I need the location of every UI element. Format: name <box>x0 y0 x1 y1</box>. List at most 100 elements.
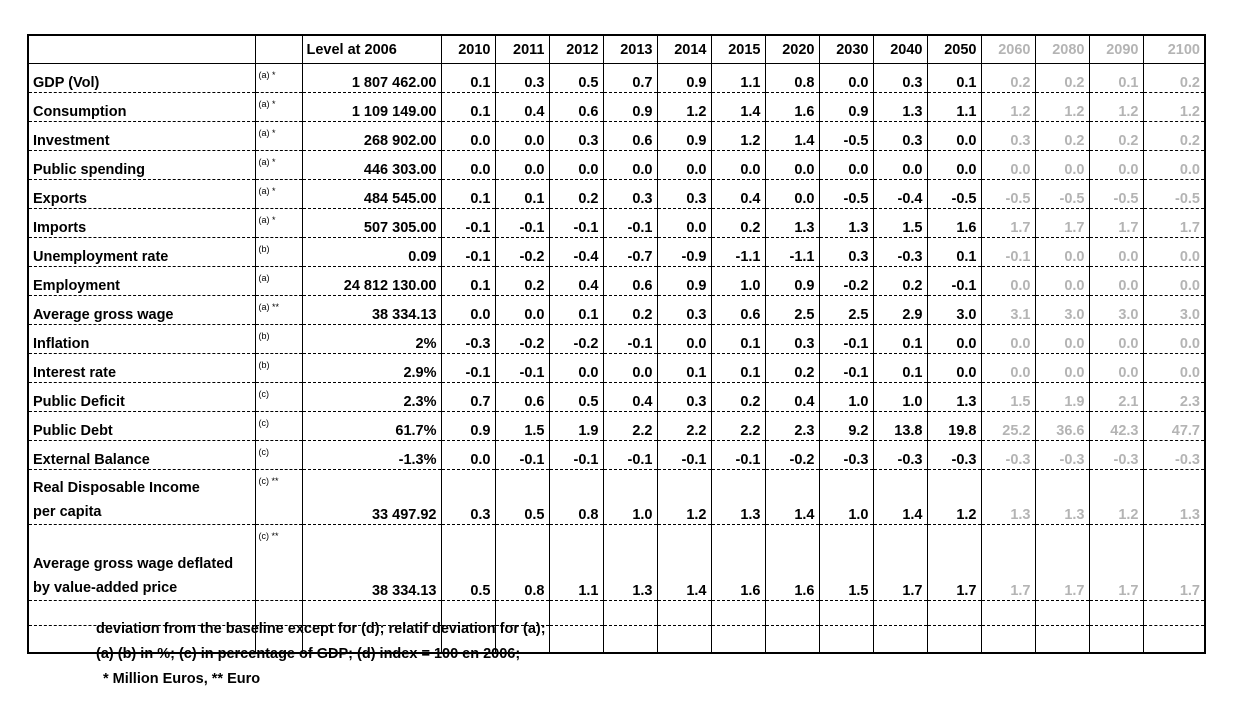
table-row: Inflation (b) 2% -0.3 -0.2 -0.2 -0.1 0.0 0.1 0.3-… <box>27 324 1205 354</box>
row-value: 1.7 <box>980 524 1035 601</box>
row-value: -0.2 <box>818 266 873 296</box>
row-value: 2.5 <box>818 295 873 325</box>
row-level: 0.09 <box>301 237 441 267</box>
row-level: 268 902.00 <box>301 121 441 151</box>
row-level: 446 303.00 <box>301 150 441 180</box>
row-label: Public spending <box>27 150 255 180</box>
row-value: -0.3 <box>872 237 927 267</box>
empty-cell <box>872 625 927 653</box>
row-value: -0.5 <box>980 179 1035 209</box>
row-value: -0.5 <box>818 121 873 151</box>
row-value: 1.1 <box>926 92 981 122</box>
row-level: 484 545.00 <box>301 179 441 209</box>
header-year-2020: 2020 <box>764 35 819 64</box>
row-value: 0.0 <box>980 324 1035 354</box>
row-value: 3.0 <box>1034 295 1089 325</box>
row-value: 1.3 <box>1142 469 1205 525</box>
row-value: 0.0 <box>1142 150 1205 180</box>
row-value: -0.3 <box>818 440 873 470</box>
row-value: 3.0 <box>1142 295 1205 325</box>
row-value: 0.9 <box>656 121 711 151</box>
row-value: -0.1 <box>494 353 549 383</box>
row-value: 1.3 <box>980 469 1035 525</box>
footnote-line-2: (a) (b) in %; (c) in percentage of GDP; … <box>96 646 521 662</box>
row-value: -0.1 <box>710 440 765 470</box>
row-value: 1.7 <box>872 524 927 601</box>
header-level: Level at 2006 <box>301 35 441 64</box>
row-value: -0.1 <box>494 208 549 238</box>
row-value: 1.6 <box>764 92 819 122</box>
row-value: 1.5 <box>980 382 1035 412</box>
row-value: 0.5 <box>548 382 603 412</box>
row-value: 0.0 <box>1034 266 1089 296</box>
row-value: 1.4 <box>710 92 765 122</box>
header-year-2050: 2050 <box>926 35 981 64</box>
empty-cell <box>710 600 765 626</box>
row-value: 1.0 <box>818 469 873 525</box>
row-label: Average gross wage deflated by value-adde… <box>27 524 255 601</box>
row-label: Inflation <box>27 324 255 354</box>
row-value: 0.4 <box>548 266 603 296</box>
row-value: 9.2 <box>818 411 873 441</box>
row-note: (c) ** <box>254 469 302 525</box>
row-value: 1.7 <box>1088 524 1143 601</box>
row-value: 0.1 <box>710 353 765 383</box>
empty-cell <box>872 600 927 626</box>
row-value: 0.0 <box>494 295 549 325</box>
row-level: -1.3% <box>301 440 441 470</box>
row-value: 42.3 <box>1088 411 1143 441</box>
empty-cell <box>818 625 873 653</box>
row-value: 3.0 <box>926 295 981 325</box>
row-level: 24 812 130.00 <box>301 266 441 296</box>
row-value: 0.0 <box>440 121 495 151</box>
row-value: 0.0 <box>440 440 495 470</box>
row-value: -0.1 <box>656 440 711 470</box>
row-value: 0.3 <box>980 121 1035 151</box>
row-value: 1.3 <box>764 208 819 238</box>
row-value: 1.5 <box>872 208 927 238</box>
row-value: -0.3 <box>980 440 1035 470</box>
row-value: 0.0 <box>926 324 981 354</box>
empty-cell <box>254 625 302 653</box>
empty-cell <box>764 625 819 653</box>
row-value: 0.0 <box>1088 324 1143 354</box>
row-label: Public Debt <box>27 411 255 441</box>
row-value: -0.1 <box>548 208 603 238</box>
empty-cell <box>301 625 441 653</box>
row-note: (a) * <box>254 121 302 151</box>
row-value: -0.5 <box>818 179 873 209</box>
empty-cell <box>301 600 441 626</box>
header-year-2014: 2014 <box>656 35 711 64</box>
row-value: 0.9 <box>656 63 711 93</box>
empty-cell <box>1142 625 1205 653</box>
row-value: 0.5 <box>548 63 603 93</box>
table-row: Unemployment rate (b) 0.09 -0.1 -0.2 -0.4 -0.7… <box>27 237 1205 267</box>
row-note: (a) * <box>254 92 302 122</box>
row-value: 1.5 <box>818 524 873 601</box>
header-label-cell <box>27 35 255 64</box>
row-value: 0.1 <box>872 324 927 354</box>
row-value: 1.7 <box>926 524 981 601</box>
row-value: 0.0 <box>1088 237 1143 267</box>
empty-cell <box>494 600 549 626</box>
row-note: (a) <box>254 266 302 296</box>
row-value: 1.6 <box>926 208 981 238</box>
header-year-2013: 2013 <box>602 35 657 64</box>
row-value: 0.1 <box>872 353 927 383</box>
row-value: -1.1 <box>710 237 765 267</box>
empty-cell <box>548 600 603 626</box>
row-value: 0.9 <box>764 266 819 296</box>
row-level: 61.7% <box>301 411 441 441</box>
row-value: 1.4 <box>656 524 711 601</box>
row-value: 1.4 <box>764 121 819 151</box>
row-value: 0.0 <box>602 353 657 383</box>
table-row: Consumption (a) * 1 109 149.00 0.1 0.4 0.6 0.9… <box>27 92 1205 122</box>
table-row: Imports (a) * 507 305.00 -0.1 -0.1 -0.1 -0.1 0.… <box>27 208 1205 238</box>
row-value: 2.5 <box>764 295 819 325</box>
row-value: 0.2 <box>1142 63 1205 93</box>
row-value: 1.0 <box>710 266 765 296</box>
row-value: 0.4 <box>602 382 657 412</box>
row-label: External Balance <box>27 440 255 470</box>
row-value: 0.2 <box>710 208 765 238</box>
row-value: 1.4 <box>872 469 927 525</box>
